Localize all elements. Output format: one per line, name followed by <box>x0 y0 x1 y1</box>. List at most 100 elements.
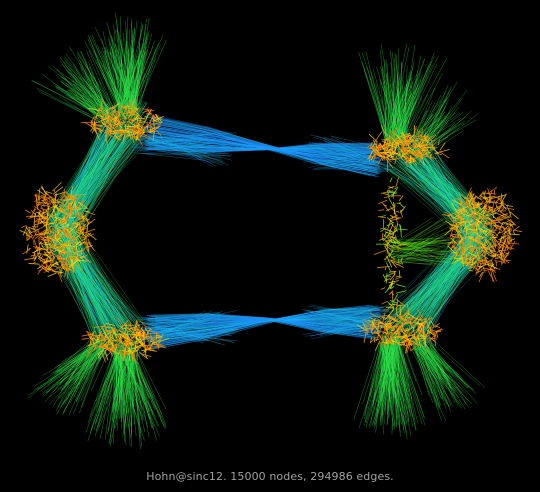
green-spike-edge <box>427 106 453 155</box>
node-edge <box>33 240 35 246</box>
fan-edge <box>400 156 488 235</box>
fan-edge <box>411 168 495 240</box>
fan-edge <box>59 250 127 331</box>
green-spike-edge <box>136 57 156 111</box>
fan-edge <box>419 130 486 218</box>
fan-edge <box>63 126 120 249</box>
green-spike-edge <box>120 47 128 106</box>
fan-edge <box>48 214 128 319</box>
fan-edge <box>67 214 135 333</box>
green-spike-edge <box>123 355 160 437</box>
fan-edge <box>65 126 144 230</box>
green-spike-edge <box>136 59 139 107</box>
fan-edge <box>391 148 478 250</box>
node-edge <box>381 300 388 305</box>
fan-edge <box>409 232 478 346</box>
fan-edge <box>415 221 475 351</box>
green-spike-edge <box>131 344 144 401</box>
green-spike-edge <box>132 356 141 450</box>
fan-edge <box>415 157 486 250</box>
green-spike-edge <box>111 38 120 105</box>
green-spike-edge <box>122 46 148 118</box>
fan-edge <box>53 141 142 241</box>
fan-edge <box>393 250 491 316</box>
green-spike-edge <box>401 91 415 134</box>
fan-edge <box>419 229 482 338</box>
fan-edge <box>67 139 108 238</box>
fan-edge <box>397 248 474 321</box>
green-spike-edge <box>387 73 390 140</box>
fan-edge <box>64 124 142 239</box>
green-spike-edge <box>125 46 154 111</box>
green-spike-edge <box>120 351 125 429</box>
green-spike-edge <box>393 340 411 416</box>
fan-edge <box>69 106 108 215</box>
fan-edge <box>403 152 487 243</box>
green-spike-edge <box>420 344 440 407</box>
green-spike-edge <box>380 66 400 139</box>
node-edge <box>126 330 129 339</box>
node-edge <box>22 248 31 255</box>
fan-edge <box>390 214 492 328</box>
fan-edge <box>395 230 496 314</box>
fan-edge <box>388 230 474 331</box>
green-spike-edge <box>119 350 141 392</box>
green-spike-edge <box>116 357 122 421</box>
fan-edge <box>408 155 483 242</box>
fan-edge <box>406 245 493 326</box>
fan-edge <box>52 251 122 326</box>
node-edge <box>81 338 89 340</box>
fan-edge <box>64 128 146 237</box>
fan-edge <box>384 167 489 234</box>
green-spike-edge <box>404 72 421 138</box>
fan-edge <box>68 229 113 337</box>
fan-edge <box>46 239 106 326</box>
fan-edge <box>70 100 143 246</box>
fan-edge <box>399 243 487 315</box>
fan-edge <box>70 135 140 228</box>
fan-edge <box>425 168 482 219</box>
fan-edge <box>402 162 493 222</box>
green-spike-edge <box>97 355 131 432</box>
green-spike-edge <box>55 74 99 120</box>
fan-edge <box>423 231 471 326</box>
green-spike-edge <box>386 71 396 147</box>
green-spike-edge <box>108 70 122 118</box>
fan-edge <box>405 229 470 317</box>
fan-edge <box>53 123 126 228</box>
green-spike-edge <box>78 76 111 112</box>
fan-edge <box>46 100 142 226</box>
fan-edge <box>417 223 476 334</box>
fan-edge <box>70 137 121 240</box>
green-spike-edge <box>32 80 99 116</box>
fan-edge <box>68 214 109 347</box>
green-spike-edge <box>98 343 118 413</box>
green-spike-edge <box>121 351 123 429</box>
green-spike-edge <box>424 122 456 155</box>
fan-edge <box>394 243 492 323</box>
fan-edge <box>396 212 489 346</box>
graph-caption: Hohn@sinc12. 15000 nodes, 294986 edges. <box>146 470 394 483</box>
green-spike-edge <box>385 63 388 135</box>
green-spike-edge <box>411 88 436 144</box>
fan-edge <box>59 234 137 330</box>
green-spike-edge <box>113 66 126 115</box>
fan-edge <box>397 154 469 218</box>
green-spike-edge <box>395 54 401 145</box>
green-spike-edge <box>69 339 96 398</box>
fan-edge <box>56 105 144 221</box>
node-edge <box>509 211 519 220</box>
fan-edge <box>397 214 469 330</box>
fan-edge <box>421 244 488 333</box>
fan-edge <box>55 109 137 247</box>
fan-edge <box>411 169 482 227</box>
green-spike-edge <box>61 76 116 114</box>
green-spike-edge <box>86 75 118 113</box>
green-spike-edge <box>42 347 102 394</box>
fan-edge <box>421 249 477 338</box>
fan-edge <box>50 241 134 333</box>
fan-edge <box>66 238 128 339</box>
fan-edge <box>62 232 138 352</box>
fan-edge <box>46 103 114 243</box>
